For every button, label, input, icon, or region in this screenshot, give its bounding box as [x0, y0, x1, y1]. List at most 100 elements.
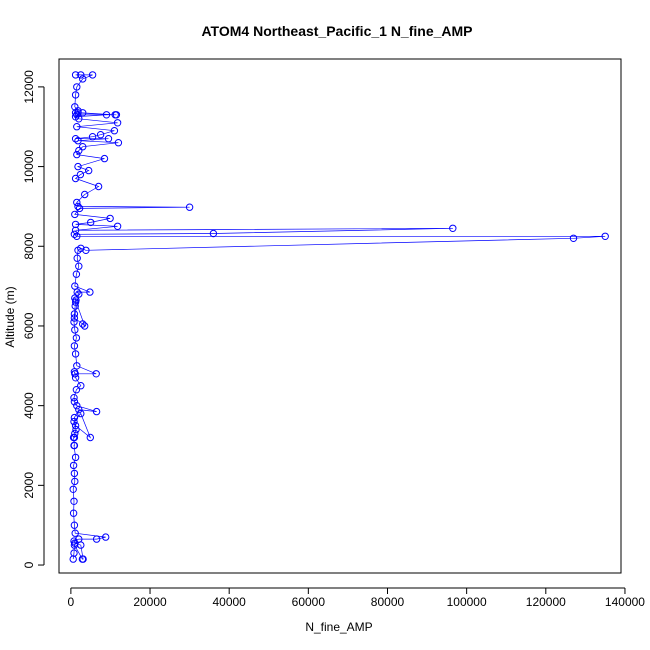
data-point [72, 296, 80, 304]
data-point [75, 405, 83, 414]
data-point [185, 203, 194, 211]
data-point [81, 190, 89, 199]
x-tick-label: 140000 [605, 595, 645, 609]
data-point [70, 441, 79, 450]
y-tick-label: 0 [22, 561, 36, 568]
x-tick-label: 100000 [447, 595, 487, 609]
data-point [79, 109, 87, 117]
data-point [70, 394, 78, 402]
data-point [100, 154, 109, 163]
plot-area [58, 58, 622, 574]
data-point [71, 421, 80, 430]
data-point [70, 469, 79, 478]
data-point [73, 150, 81, 159]
x-tick-label: 80000 [371, 595, 405, 609]
data-point [79, 75, 87, 83]
data-point [73, 198, 81, 207]
y-tick-label: 6000 [22, 312, 36, 339]
data-point [104, 135, 113, 143]
x-tick-label: 20000 [133, 595, 167, 609]
data-point [569, 234, 578, 243]
data-point [102, 533, 110, 541]
data-point [94, 182, 103, 191]
data-point [72, 270, 81, 278]
data-point [72, 386, 81, 394]
x-axis: 0 20000 40000 60000 80000 100000 120000 140000 [68, 587, 645, 609]
data-point [71, 429, 79, 438]
y-axis: 0 2000 4000 6000 8000 10000 12000 [22, 70, 45, 568]
data-point [70, 497, 78, 505]
y-tick-label: 10000 [22, 150, 36, 184]
series-lines [72, 74, 606, 560]
data-point [106, 214, 114, 223]
data-point [72, 425, 80, 434]
data-point [92, 535, 101, 543]
x-tick-label: 60000 [292, 595, 326, 609]
data-point [86, 433, 95, 442]
y-tick-label: 8000 [22, 233, 36, 260]
data-point [82, 246, 90, 255]
data-point [71, 174, 80, 183]
data-point [71, 477, 79, 486]
data-point [601, 232, 609, 241]
data-point [113, 119, 122, 127]
y-tick-label: 12000 [22, 70, 36, 104]
data-point [71, 135, 80, 143]
data-point [70, 537, 78, 545]
data-point [88, 71, 97, 79]
x-tick-label: 0 [68, 595, 75, 609]
y-tick-label: 2000 [22, 472, 36, 499]
data-point [75, 535, 83, 543]
series-line [72, 74, 606, 560]
data-point [71, 220, 80, 229]
data-point [79, 143, 87, 151]
data-point [74, 202, 82, 211]
data-point [70, 310, 79, 318]
data-point [76, 170, 85, 179]
data-point [73, 83, 81, 91]
y-axis-label: Altitude (m) [3, 286, 17, 347]
data-point [70, 318, 78, 326]
data-point [88, 133, 97, 141]
data-point [75, 204, 84, 213]
data-point [71, 103, 79, 111]
data-point [70, 342, 79, 350]
data-point [77, 244, 85, 253]
data-point [69, 509, 78, 517]
data-point [71, 282, 79, 290]
data-point [70, 417, 78, 426]
data-point [70, 433, 79, 442]
data-point [85, 166, 93, 175]
x-axis-label: N_fine_AMP [305, 620, 372, 634]
data-point [113, 222, 122, 231]
data-point [71, 453, 80, 462]
data-point [77, 71, 85, 79]
series-points [69, 71, 609, 563]
data-point [110, 127, 119, 135]
data-point [73, 123, 81, 131]
data-point [71, 326, 79, 334]
data-point [73, 362, 81, 370]
data-point [77, 409, 85, 418]
data-point [77, 382, 85, 390]
data-point [81, 322, 89, 330]
data-point [79, 555, 87, 563]
data-point [75, 290, 83, 298]
data-point [70, 398, 79, 406]
data-point [449, 224, 457, 233]
data-point [87, 218, 95, 227]
data-point [71, 370, 79, 378]
data-point [70, 314, 79, 322]
x-tick-label: 120000 [526, 595, 566, 609]
data-point [75, 146, 83, 155]
data-point [70, 413, 79, 422]
data-point [73, 402, 81, 410]
data-point [86, 288, 94, 296]
data-point [96, 131, 105, 139]
data-point [75, 262, 83, 270]
data-point [92, 370, 100, 378]
data-point [71, 529, 79, 537]
data-point [69, 461, 78, 470]
data-point [70, 549, 78, 557]
